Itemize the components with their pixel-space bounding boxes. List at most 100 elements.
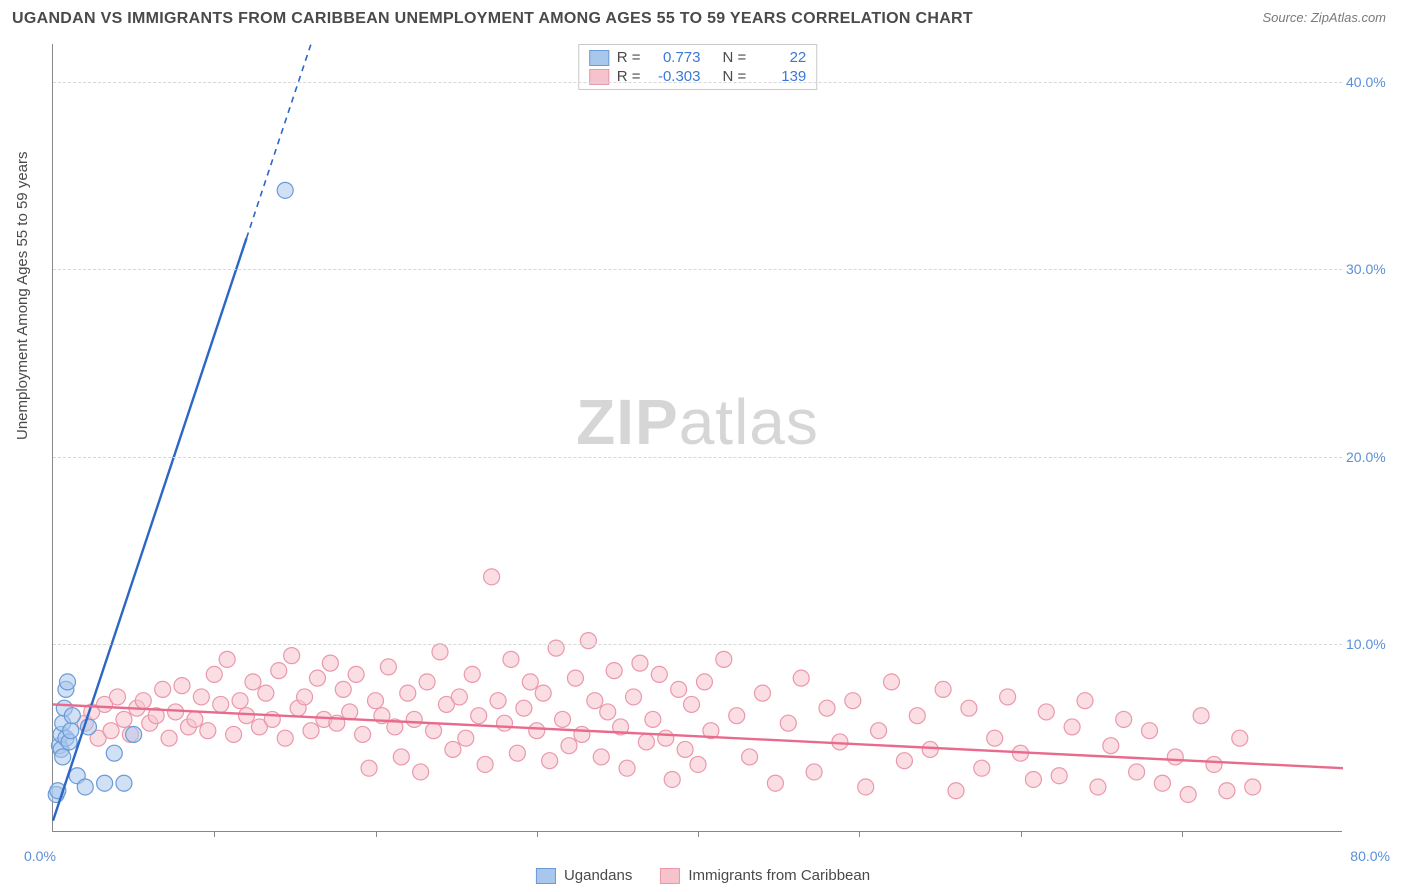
x-tick	[1021, 831, 1022, 837]
data-point	[110, 689, 126, 705]
data-point	[1180, 786, 1196, 802]
data-point	[277, 730, 293, 746]
grid-line	[53, 82, 1342, 83]
legend-swatch	[660, 868, 680, 884]
data-point	[896, 753, 912, 769]
scatter-svg	[53, 44, 1342, 831]
data-point	[645, 711, 661, 727]
data-point	[1103, 738, 1119, 754]
data-point	[116, 775, 132, 791]
data-point	[490, 693, 506, 709]
x-max-label: 80.0%	[1350, 848, 1390, 864]
data-point	[1116, 711, 1132, 727]
x-tick	[1182, 831, 1183, 837]
data-point	[239, 708, 255, 724]
y-axis-label: Unemployment Among Ages 55 to 59 years	[14, 151, 31, 440]
data-point	[1038, 704, 1054, 720]
data-point	[600, 704, 616, 720]
data-point	[684, 696, 700, 712]
data-point	[871, 723, 887, 739]
data-point	[187, 711, 203, 727]
r-value: 0.773	[655, 49, 701, 66]
data-point	[406, 711, 422, 727]
x-tick	[537, 831, 538, 837]
data-point	[380, 659, 396, 675]
legend-correlation: R =0.773N =22R =-0.303N =139	[578, 44, 818, 90]
data-point	[806, 764, 822, 780]
data-point	[664, 771, 680, 787]
data-point	[535, 685, 551, 701]
data-point	[690, 756, 706, 772]
data-point	[355, 726, 371, 742]
x-tick	[376, 831, 377, 837]
data-point	[226, 726, 242, 742]
y-tick-label: 30.0%	[1346, 261, 1396, 277]
data-point	[426, 723, 442, 739]
data-point	[548, 640, 564, 656]
data-point	[819, 700, 835, 716]
data-point	[400, 685, 416, 701]
data-point	[1245, 779, 1261, 795]
data-point	[55, 749, 71, 765]
legend-item: Immigrants from Caribbean	[660, 867, 870, 884]
data-point	[445, 741, 461, 757]
x-tick	[214, 831, 215, 837]
data-point	[522, 674, 538, 690]
data-point	[271, 663, 287, 679]
data-point	[593, 749, 609, 765]
data-point	[587, 693, 603, 709]
grid-line	[53, 457, 1342, 458]
data-point	[567, 670, 583, 686]
data-point	[342, 704, 358, 720]
data-point	[845, 693, 861, 709]
data-point	[1232, 730, 1248, 746]
chart-title: UGANDAN VS IMMIGRANTS FROM CARIBBEAN UNE…	[12, 10, 973, 28]
data-point	[432, 644, 448, 660]
data-point	[155, 681, 171, 697]
data-point	[419, 674, 435, 690]
data-point	[1219, 783, 1235, 799]
data-point	[858, 779, 874, 795]
data-point	[258, 685, 274, 701]
data-point	[509, 745, 525, 761]
data-point	[60, 674, 76, 690]
data-point	[909, 708, 925, 724]
data-point	[987, 730, 1003, 746]
data-point	[503, 651, 519, 667]
data-point	[103, 723, 119, 739]
data-point	[309, 670, 325, 686]
data-point	[471, 708, 487, 724]
data-point	[1154, 775, 1170, 791]
data-point	[529, 723, 545, 739]
data-point	[277, 182, 293, 198]
data-point	[284, 648, 300, 664]
data-point	[780, 715, 796, 731]
data-point	[1051, 768, 1067, 784]
data-point	[793, 670, 809, 686]
data-point	[1167, 749, 1183, 765]
data-point	[574, 726, 590, 742]
x-tick	[698, 831, 699, 837]
data-point	[451, 689, 467, 705]
data-point	[413, 764, 429, 780]
data-point	[580, 633, 596, 649]
data-point	[458, 730, 474, 746]
legend-series: UgandansImmigrants from Caribbean	[536, 867, 870, 884]
data-point	[213, 696, 229, 712]
data-point	[1077, 693, 1093, 709]
source-label: Source: ZipAtlas.com	[1262, 10, 1386, 25]
data-point	[1090, 779, 1106, 795]
data-point	[497, 715, 513, 731]
data-point	[922, 741, 938, 757]
legend-label: Immigrants from Caribbean	[688, 867, 870, 884]
data-point	[106, 745, 122, 761]
data-point	[361, 760, 377, 776]
data-point	[696, 674, 712, 690]
x-min-label: 0.0%	[24, 848, 56, 864]
data-point	[135, 693, 151, 709]
data-point	[935, 681, 951, 697]
data-point	[632, 655, 648, 671]
data-point	[1000, 689, 1016, 705]
data-point	[116, 711, 132, 727]
y-tick-label: 20.0%	[1346, 449, 1396, 465]
